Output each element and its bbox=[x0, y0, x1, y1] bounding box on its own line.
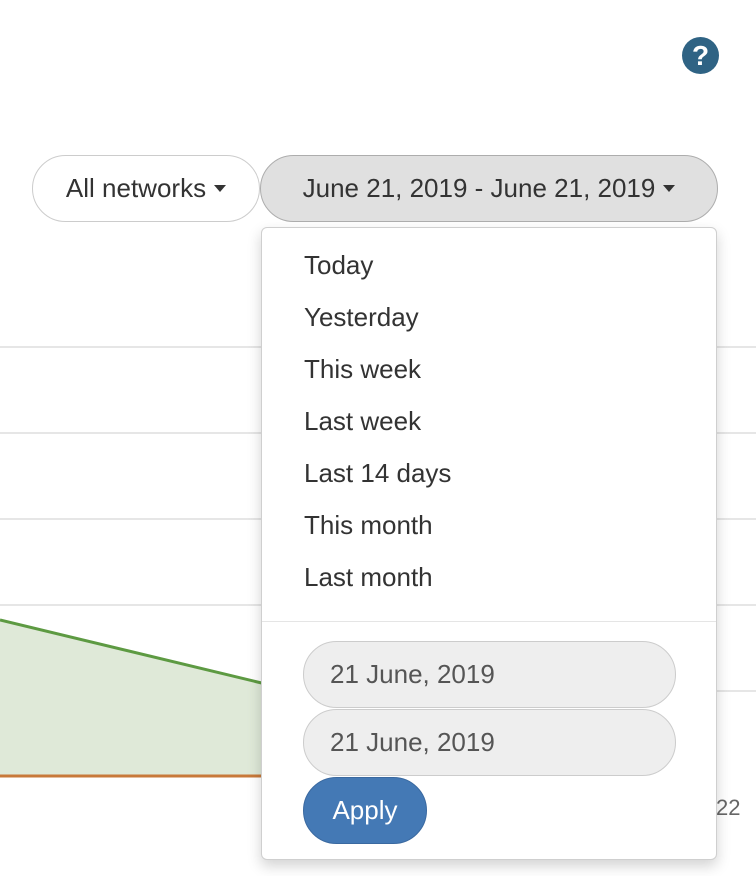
range-option-this-month[interactable]: This month bbox=[304, 510, 433, 540]
range-option-last-week[interactable]: Last week bbox=[304, 406, 422, 436]
caret-down-icon bbox=[663, 185, 676, 192]
range-option-this-week[interactable]: This week bbox=[304, 354, 422, 384]
range-option-last-14-days[interactable]: Last 14 days bbox=[304, 458, 452, 488]
date-range-button[interactable]: June 21, 2019 - June 21, 2019 bbox=[260, 155, 718, 222]
help-icon[interactable]: ? bbox=[682, 37, 719, 74]
end-date-input[interactable] bbox=[303, 709, 676, 776]
range-option-yesterday[interactable]: Yesterday bbox=[304, 302, 419, 332]
menu-divider bbox=[262, 621, 716, 622]
chart-area-fill bbox=[0, 620, 270, 776]
chart-series-line-green bbox=[0, 618, 271, 687]
chart-x-tick-label: 22 bbox=[716, 795, 741, 820]
network-filter-button[interactable]: All networks bbox=[32, 155, 260, 222]
apply-button[interactable]: Apply bbox=[303, 777, 427, 844]
date-range-label: June 21, 2019 - June 21, 2019 bbox=[302, 173, 656, 203]
range-option-last-month[interactable]: Last month bbox=[304, 562, 433, 592]
network-filter-label: All networks bbox=[65, 173, 207, 203]
range-option-today[interactable]: Today bbox=[304, 250, 374, 280]
start-date-input[interactable] bbox=[303, 641, 676, 708]
date-range-menu: Today Yesterday This week Last week Last… bbox=[261, 227, 717, 860]
caret-down-icon bbox=[214, 185, 227, 192]
